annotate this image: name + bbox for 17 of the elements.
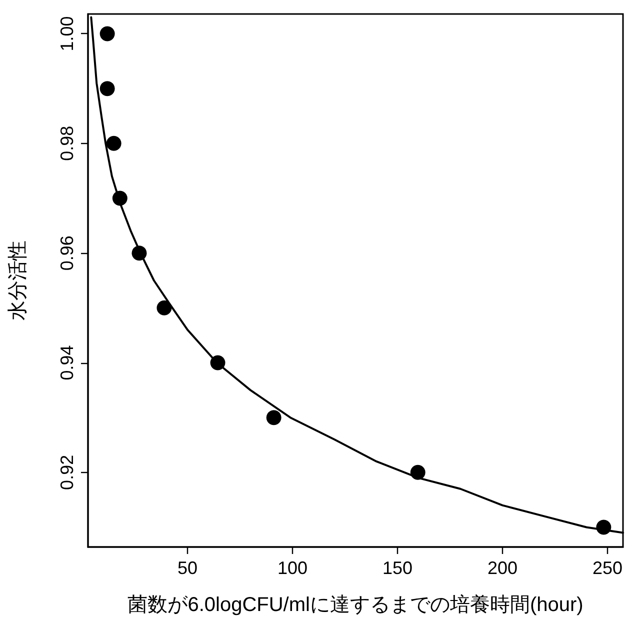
y-tick-label: 0.98 — [57, 126, 77, 161]
x-tick-label: 250 — [592, 558, 622, 578]
point — [100, 26, 115, 42]
point — [106, 136, 122, 151]
point — [266, 410, 282, 426]
y-tick-label: 1.00 — [57, 16, 77, 52]
x-tick-label: 50 — [178, 558, 198, 578]
y-tick-label: 0.96 — [57, 236, 77, 271]
x-tick-label: 100 — [277, 558, 308, 578]
point — [156, 300, 172, 316]
y-axis-title: 水分活性 — [7, 240, 29, 320]
x-axis-title: 菌数が6.0logCFU/mlに達するまでの培養時間(hour) — [128, 594, 584, 616]
y-tick-label: 0.92 — [57, 454, 77, 490]
y-tick-label: 0.94 — [57, 345, 77, 380]
x-tick-label: 150 — [382, 558, 413, 578]
point — [100, 81, 115, 96]
x-tick-label: 200 — [487, 558, 518, 578]
